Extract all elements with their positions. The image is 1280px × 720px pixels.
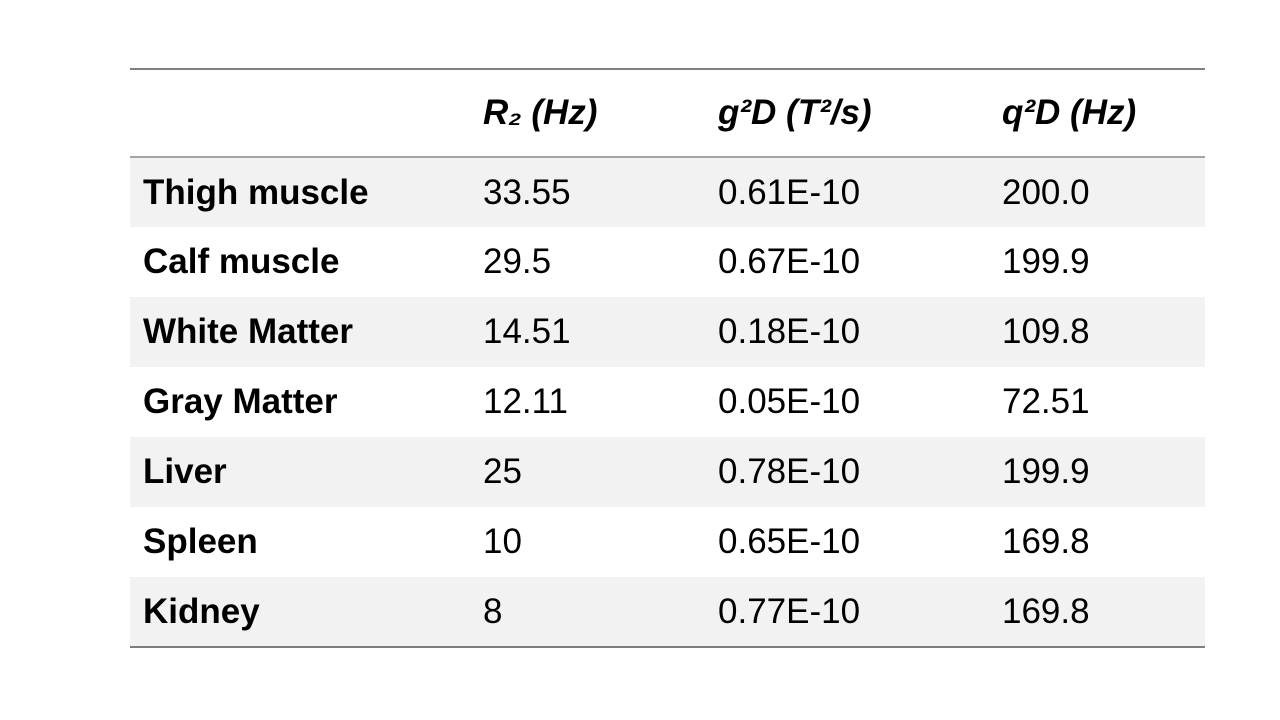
tissue-name-cell: Kidney (143, 591, 260, 631)
table-row: Thigh muscle 33.55 0.61E-10 200.0 (130, 157, 1205, 227)
tissue-mri-parameters-table: R₂ (Hz) g²D (T²/s) q²D (Hz) Thigh muscle… (130, 68, 1205, 648)
q2d-value-cell: 200.0 (1002, 172, 1090, 212)
q2d-value-cell: 199.9 (1002, 452, 1090, 491)
g2d-value-cell: 0.78E-10 (718, 452, 861, 491)
table-row: Gray Matter 12.11 0.05E-10 72.51 (130, 367, 1205, 437)
r2-value-cell: 14.51 (483, 312, 571, 351)
q2d-value-cell: 169.8 (1002, 591, 1090, 631)
header-g2d: g²D (T²/s) (718, 93, 872, 132)
tissue-name-cell: Calf muscle (143, 242, 340, 281)
q2d-value-cell: 72.51 (1002, 382, 1090, 421)
q2d-value-cell: 169.8 (1002, 522, 1090, 561)
r2-value-cell: 29.5 (483, 242, 552, 281)
g2d-value-cell: 0.18E-10 (718, 312, 861, 351)
g2d-value-cell: 0.05E-10 (718, 382, 861, 421)
table-row: Calf muscle 29.5 0.67E-10 199.9 (130, 227, 1205, 297)
r2-value-cell: 10 (483, 522, 522, 561)
q2d-value-cell: 199.9 (1002, 242, 1090, 281)
g2d-value-cell: 0.65E-10 (718, 522, 861, 561)
table-row: Liver 25 0.78E-10 199.9 (130, 437, 1205, 507)
table-row: White Matter 14.51 0.18E-10 109.8 (130, 297, 1205, 367)
table-header-row: R₂ (Hz) g²D (T²/s) q²D (Hz) (130, 69, 1205, 157)
tissue-name-cell: Thigh muscle (143, 172, 369, 212)
tissue-name-cell: Liver (143, 452, 227, 491)
header-empty-cell (130, 69, 470, 157)
table-row: Spleen 10 0.65E-10 169.8 (130, 507, 1205, 577)
r2-value-cell: 8 (483, 591, 503, 631)
table-row: Kidney 8 0.77E-10 169.8 (130, 577, 1205, 647)
g2d-value-cell: 0.77E-10 (718, 591, 861, 631)
header-q2d: q²D (Hz) (1002, 93, 1137, 132)
g2d-value-cell: 0.61E-10 (718, 172, 861, 212)
tissue-name-cell: Gray Matter (143, 382, 338, 421)
r2-value-cell: 25 (483, 452, 522, 491)
r2-value-cell: 12.11 (483, 382, 568, 421)
tissue-name-cell: Spleen (143, 522, 258, 561)
q2d-value-cell: 109.8 (1002, 312, 1090, 351)
header-r2: R₂ (Hz) (483, 93, 598, 132)
g2d-value-cell: 0.67E-10 (718, 242, 861, 281)
r2-value-cell: 33.55 (483, 172, 571, 212)
tissue-name-cell: White Matter (143, 312, 353, 351)
